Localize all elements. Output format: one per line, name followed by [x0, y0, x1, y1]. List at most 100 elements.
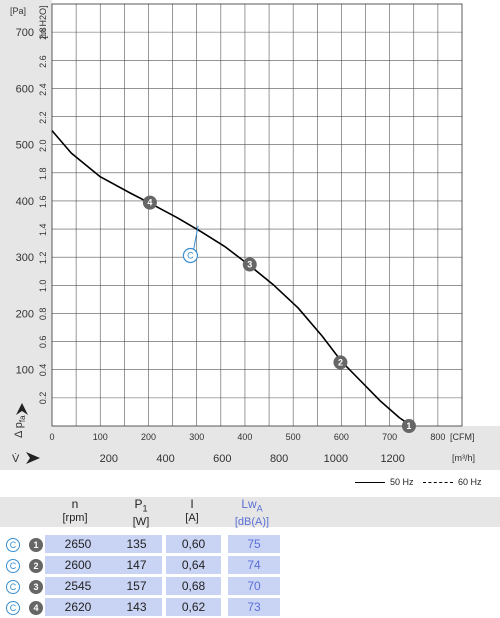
x-cfm-tick-label: 400 — [237, 432, 252, 442]
callout-c-marker — [182, 247, 199, 264]
table-row: C 1 2650 135 0,60 75 — [0, 535, 500, 555]
x-axis-symbol: V̇ — [12, 452, 20, 465]
header-lwa-sub: A — [256, 503, 263, 514]
cell-current: 0,60 — [166, 535, 221, 553]
header-i-unit: [A] — [185, 512, 199, 524]
y-right-tick-label: 2.0 — [38, 139, 48, 152]
header-i: I [A] — [162, 497, 222, 525]
legend-50hz-label: 50 Hz — [390, 477, 414, 487]
y-left-tick-label: 300 — [16, 252, 34, 264]
bottom-axis-band — [0, 426, 500, 470]
x-m3h-tick-label: 400 — [156, 453, 174, 465]
header-p1-sub: 1 — [142, 503, 148, 514]
y-right-tick-label: 2.4 — [38, 83, 48, 96]
x-m3h-tick-label: 800 — [270, 453, 288, 465]
table-row: C 4 2620 143 0,62 73 — [0, 598, 500, 618]
cell-power: 147 — [111, 556, 162, 574]
y-right-tick-label: 0.4 — [38, 364, 48, 377]
x-cfm-tick-label: 700 — [382, 432, 397, 442]
c-marker-icon: C — [6, 559, 20, 573]
legend-50hz: 50 Hz — [355, 477, 414, 487]
y-left-unit: [Pa] — [10, 6, 26, 16]
legend-dashed-line — [423, 481, 453, 483]
operating-point-marker — [333, 355, 348, 370]
header-i-name: I — [190, 497, 194, 511]
operating-point-label: 4 — [147, 198, 152, 208]
x-cfm-tick-label: 200 — [141, 432, 156, 442]
cell-noise: 73 — [228, 598, 280, 616]
y-right-unit: [in H2O] — [38, 5, 48, 38]
y-right-tick-label: 0.2 — [38, 392, 48, 405]
y-right-tick-label: 1.0 — [38, 280, 48, 293]
callout-leader-line — [192, 225, 199, 251]
y-right-tick-label: 2.8 — [38, 27, 48, 40]
cell-rpm: 2600 — [45, 556, 111, 574]
x-m3h-tick-label: 1200 — [380, 453, 404, 465]
y-right-tick-label: 0.6 — [38, 336, 48, 349]
plot-area — [52, 4, 462, 426]
table-header: n [rpm] P1 [W] I [A] LwA [dB(A)] — [0, 497, 500, 529]
y-right-tick-label: 1.6 — [38, 195, 48, 208]
y-left-tick-label: 500 — [16, 140, 34, 152]
operating-point-marker — [401, 419, 416, 433]
header-n-name: n — [71, 497, 79, 511]
header-lwa: LwA [dB(A)] — [222, 497, 282, 529]
y-right-tick-label: 1.8 — [38, 167, 48, 180]
c-marker-icon: C — [6, 538, 20, 552]
left-axis-band — [0, 0, 52, 470]
table-row: C 3 2545 157 0,68 70 — [0, 577, 500, 597]
chart-svg: 700 600 500 400 300 200 100 [Pa] 2.8 2.6 2.4 2.2 2.0… — [0, 0, 500, 470]
cell-rpm: 2650 — [45, 535, 111, 553]
y-right-tick-label: 2.2 — [38, 111, 48, 124]
c-marker-icon: C — [6, 580, 20, 594]
y-left-tick-label: 100 — [16, 365, 34, 377]
header-lwa-unit: [dB(A)] — [234, 516, 270, 529]
operating-point-label: 2 — [338, 357, 343, 367]
x-cfm-tick-label: 800 — [430, 432, 445, 442]
header-p1-unit: [W] — [132, 516, 150, 529]
legend-solid-line — [355, 481, 385, 483]
cell-noise: 70 — [228, 577, 280, 595]
header-p1: P1 [W] — [111, 497, 171, 529]
header-lwa-name: LwA — [241, 497, 263, 514]
plot-border — [51, 3, 463, 427]
y-axis-symbol-sub: fa — [18, 415, 27, 422]
header-n-unit: [rpm] — [62, 512, 88, 524]
cell-noise: 74 — [228, 556, 280, 574]
x-m3h-tick-label: 200 — [100, 453, 118, 465]
cell-rpm: 2620 — [45, 598, 111, 616]
x-cfm-tick-label: 300 — [189, 432, 204, 442]
y-left-tick-label: 600 — [16, 83, 34, 95]
cell-current: 0,62 — [166, 598, 221, 616]
operating-point-label: 1 — [406, 421, 411, 431]
x-cfm-tick-label: 500 — [286, 432, 301, 442]
point-badge: 3 — [29, 580, 43, 594]
cell-power: 157 — [111, 577, 162, 595]
operating-point-marker — [142, 195, 157, 210]
x-cfm-unit: [CFM] — [450, 432, 475, 442]
cell-current: 0,68 — [166, 577, 221, 595]
cell-rpm: 2545 — [45, 577, 111, 595]
legend-60hz-label: 60 Hz — [458, 477, 482, 487]
legend-60hz: 60 Hz — [423, 477, 482, 487]
point-badge: 2 — [29, 559, 43, 573]
x-cfm-tick-label: 0 — [49, 432, 54, 442]
x-axis-arrow-icon — [26, 452, 40, 464]
y-right-tick-label: 1.2 — [38, 252, 48, 265]
cell-current: 0,64 — [166, 556, 221, 574]
point-badge: 1 — [29, 538, 43, 552]
y-left-tick-label: 700 — [16, 27, 34, 39]
cell-noise: 75 — [228, 535, 280, 553]
chart-legend: 50 Hz 60 Hz — [0, 470, 500, 494]
y-axis-arrow-icon — [16, 403, 28, 415]
callout-c-label: C — [187, 251, 194, 261]
cell-power: 143 — [111, 598, 162, 616]
y-left-tick-label: 200 — [16, 308, 34, 320]
header-n: n [rpm] — [45, 497, 105, 525]
x-m3h-tick-label: 1000 — [324, 453, 348, 465]
operating-point-label: 3 — [247, 260, 252, 270]
cell-power: 135 — [111, 535, 162, 553]
x-cfm-tick-label: 600 — [334, 432, 349, 442]
operating-point-marker — [242, 257, 257, 272]
c-marker-icon: C — [6, 601, 20, 615]
